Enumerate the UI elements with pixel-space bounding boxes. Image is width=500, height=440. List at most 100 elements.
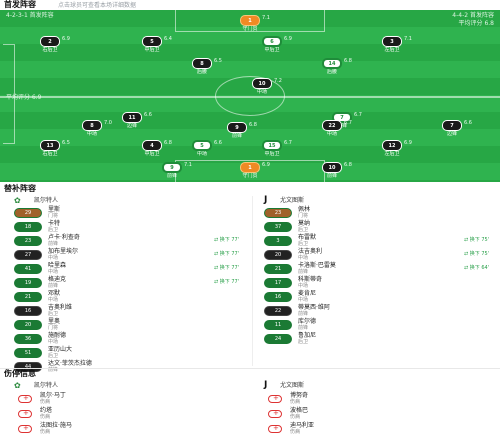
home-player[interactable]: 14 6.8 后腰 [300,56,364,76]
injury-reason: 伤病 [40,399,51,405]
player-name: 后腰 [196,69,207,75]
jersey-icon: 10 [322,162,342,173]
home-player[interactable]: 1 7.1 守门员 [218,13,282,33]
jersey-number: 19 [24,280,32,286]
jersey-number: 44 [24,364,32,370]
away-player[interactable]: 4 6.8 中后卫 [120,138,184,158]
substitute-row[interactable]: 27 加布里埃尔 中场 ⇄ 换下 77' [14,248,254,262]
substitute-row[interactable]: 21 卡洛斯·巴雷莫 前锋 ⇄ 换下 64' [264,262,500,276]
jersey-number: 29 [24,210,32,216]
jersey-icon: 7 [332,112,352,123]
substitute-row[interactable]: 44 达文·菲茨杰拉德 前锋 [14,360,254,374]
jersey-icon: 14 [322,58,342,69]
substitute-row[interactable]: 3 布雷默 后卫 ⇄ 换下 75' [264,234,500,248]
away-player[interactable]: 9 7.1 前锋 [140,160,204,180]
home-player[interactable]: 8 6.5 后腰 [170,56,234,76]
substitute-row[interactable]: 51 亚历山大 后卫 [14,346,254,360]
away-player[interactable]: 5 6.6 中场 [170,138,234,158]
substitution-event: ⇄ 换下 75' [464,237,490,243]
away-player[interactable]: 10 6.8 前锋 [300,160,364,180]
away-player[interactable]: 8 7.0 中场 [60,118,124,138]
away-player[interactable]: 15 6.7 中后卫 [240,138,304,158]
substitute-row[interactable]: 18 卡特 后卫 [14,220,254,234]
substitute-row[interactable]: 23 佩林 门将 [264,206,500,220]
medical-cross-icon [268,394,282,403]
jersey-icon: 10 [252,78,272,89]
top-penalty-box [175,10,325,32]
player-rating: 6.6 [144,112,152,118]
home-player[interactable]: 9 6.8 前锋 [205,120,269,140]
substitute-row[interactable]: 20 法吉奥利 中场 ⇄ 换下 75' [264,248,500,262]
jersey-number: 8 [90,122,94,129]
player-position: 后卫 [48,227,59,233]
jersey-number: 14 [328,60,336,67]
player-name: 麦肯尼 [298,290,317,297]
substitute-row[interactable]: 24 鲁加尼 后卫 [264,332,500,346]
substitution-event: ⇄ 换下 77' [214,237,240,243]
jersey-number: 1 [248,164,252,171]
player-name: 守门员 [242,26,258,32]
injury-reason: 伤病 [290,429,301,435]
substitute-row[interactable]: 11 库尔德 前锋 [264,318,500,332]
jersey-number: 37 [274,224,282,230]
home-player[interactable]: 6 6.9 中后卫 [240,34,304,54]
jersey-number: 7 [450,122,454,129]
player-position: 门将 [48,325,59,331]
player-rating: 6.8 [249,122,257,128]
player-rating: 6.9 [262,162,270,168]
player-rating: 6.8 [344,58,352,64]
jersey-number: 24 [274,336,282,342]
celtic-logo: ✿ [14,196,21,205]
away-player[interactable]: 12 6.9 左后卫 [360,138,424,158]
injury-reason: 伤病 [40,414,51,420]
substitute-row[interactable]: 17 科斯蒂奇 中场 [264,276,500,290]
substitute-row[interactable]: 36 施耐德 中场 [14,332,254,346]
substitute-row[interactable]: 21 邓默 中场 [14,290,254,304]
substitute-row[interactable]: 16 麦肯尼 中场 [264,290,500,304]
jersey-number: 15 [268,142,276,149]
jersey-icon: 17 [264,278,292,288]
medical-cross-icon [268,409,282,418]
injuries-away-team: 尤文图斯 [280,382,305,389]
substitute-row[interactable]: 37 莫纳 后卫 [264,220,500,234]
player-name: 哈里森 [48,262,67,269]
player-position: 中场 [48,255,59,261]
away-player[interactable]: 7 6.6 边锋 [420,118,484,138]
player-rating: 6.9 [62,36,70,42]
jersey-icon: 27 [14,250,42,260]
home-player[interactable]: 11 6.6 边锋 [100,110,164,130]
jersey-icon: 36 [14,334,42,344]
player-rating: 6.5 [214,58,222,64]
home-player[interactable]: 2 6.9 右后卫 [18,34,82,54]
jersey-number: 21 [24,294,32,300]
away-player[interactable]: 22 6.7 中场 [300,118,364,138]
home-player[interactable]: 5 6.4 中后卫 [120,34,184,54]
away-player[interactable]: 13 6.5 右后卫 [18,138,82,158]
player-position: 后卫 [298,339,309,345]
home-player[interactable]: 10 7.2 中场 [230,76,294,96]
substitute-row[interactable]: 23 卢卡·利查奇 前锋 ⇄ 换下 77' [14,234,254,248]
substitute-row[interactable]: 20 里奥 门将 [14,318,254,332]
jersey-icon: 3 [264,236,292,246]
substitute-row[interactable]: 22 蒂莫西·维阿 前锋 [264,304,500,318]
home-player[interactable]: 3 7.1 左后卫 [360,34,424,54]
away-player[interactable]: 1 6.9 守门员 [218,160,282,180]
substitute-row[interactable]: 41 哈里森 中场 ⇄ 换下 77' [14,262,254,276]
substitute-row[interactable]: 29 里斯 门将 [14,206,254,220]
subs-away-team: 尤文图斯 [280,197,305,204]
jersey-number: 11 [274,322,282,328]
header-title: 首发阵容 [4,0,36,9]
jersey-number: 10 [328,164,336,171]
jersey-number: 23 [24,238,32,244]
player-name: 中后卫 [264,47,280,53]
jersey-icon: 3 [382,36,402,47]
substitute-row[interactable]: 16 吉奥利维 后卫 [14,304,254,318]
substitute-row[interactable]: 19 格迪克 前锋 ⇄ 换下 77' [14,276,254,290]
jersey-icon: 2 [40,36,60,47]
